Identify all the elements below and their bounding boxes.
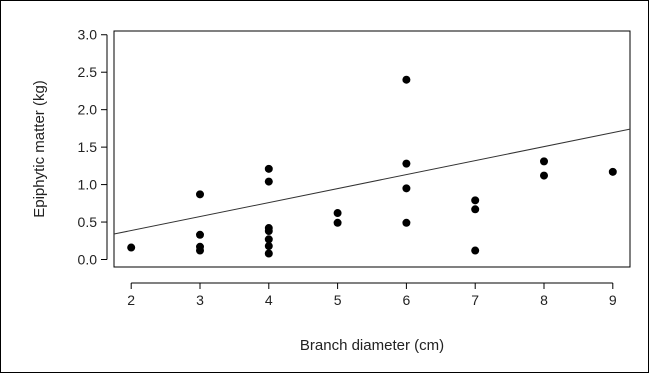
data-point (402, 75, 411, 84)
x-axis-label: Branch diameter (cm) (300, 337, 444, 354)
data-point (264, 164, 273, 173)
x-tick-label: 7 (471, 292, 479, 308)
y-axis-label: Epiphytic matter (kg) (31, 80, 48, 218)
data-point (471, 205, 480, 214)
data-point (471, 246, 480, 255)
x-tick-label: 9 (609, 292, 617, 308)
y-tick-label: 2.0 (78, 102, 98, 118)
data-point (402, 184, 411, 193)
regression-line (113, 128, 631, 235)
data-point (264, 177, 273, 186)
plot-area (113, 30, 631, 268)
y-tick-label: 3.0 (78, 27, 98, 43)
x-axis: 2 3 4 5 6 7 8 9 (127, 282, 617, 308)
data-point (333, 209, 342, 218)
data-point (264, 227, 273, 236)
data-point (402, 159, 411, 168)
data-point (333, 218, 342, 227)
data-point (264, 249, 273, 258)
x-tick-label: 8 (540, 292, 548, 308)
data-point (127, 243, 136, 252)
data-points (127, 75, 617, 258)
data-point (264, 235, 273, 244)
data-point (540, 157, 548, 166)
regression-line-group (113, 128, 631, 235)
x-tick-label: 3 (196, 292, 204, 308)
data-point (196, 190, 204, 199)
data-point (196, 230, 204, 239)
x-tick-label: 4 (265, 292, 273, 308)
data-point (471, 196, 480, 205)
x-tick-label: 5 (334, 292, 342, 308)
data-point (264, 242, 273, 251)
data-point (540, 171, 548, 180)
y-tick-label: 1.0 (78, 177, 98, 193)
x-tick-label: 2 (127, 292, 135, 308)
y-axis: 0.0 0.5 1.0 1.5 2.0 2.5 3.0 (78, 27, 108, 268)
y-tick-label: 0.0 (78, 252, 98, 268)
data-point (196, 246, 204, 255)
y-tick-label: 1.5 (78, 139, 98, 155)
data-point (402, 218, 411, 227)
y-tick-label: 2.5 (78, 64, 98, 80)
data-point (608, 167, 617, 176)
y-tick-label: 0.5 (78, 214, 98, 230)
x-tick-label: 6 (403, 292, 411, 308)
